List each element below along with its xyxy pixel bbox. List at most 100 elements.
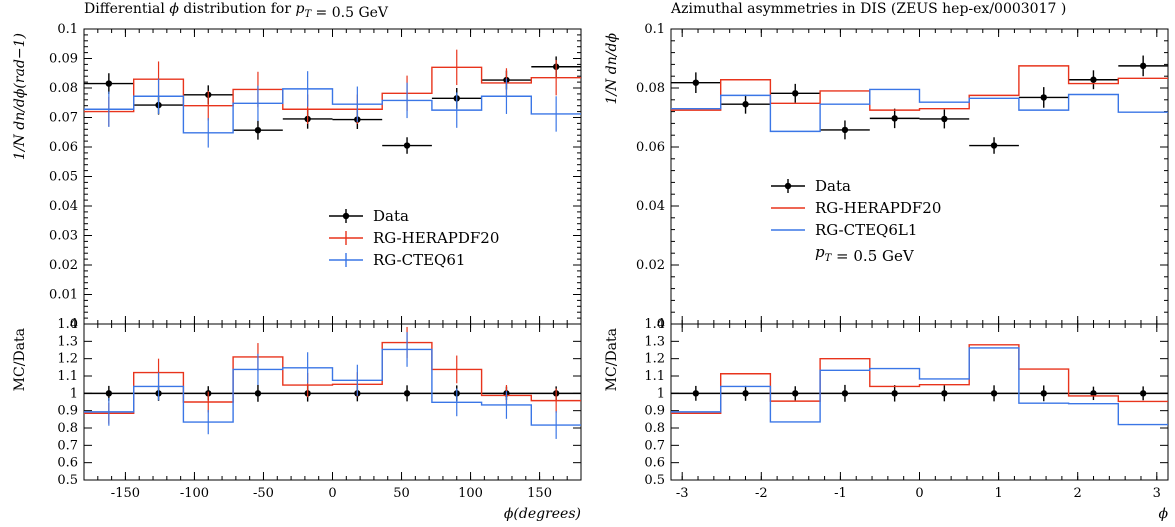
legend-label: Data (815, 177, 851, 195)
chart-title: Azimuthal asymmetries in DIS (ZEUS hep-e… (670, 1, 1066, 17)
ratio-y-tick-label: 0.5 (644, 473, 665, 488)
y-tick-label: 0.06 (49, 140, 78, 155)
y-tick-label: 0.08 (636, 81, 665, 96)
data-point (869, 108, 920, 129)
chart-panel-1: Differential ϕ distribution for pT = 0.5… (12, 1, 582, 522)
legend-label: Data (373, 207, 409, 225)
data-point (382, 137, 432, 154)
y-tick-label: 0.02 (49, 258, 78, 273)
y-tick-label: 0.03 (49, 229, 78, 244)
ratio-data-marker (841, 390, 849, 397)
data-point (919, 109, 970, 129)
legend-item: RG-CTEQ6L1 (771, 221, 917, 239)
x-tick-label: 100 (458, 486, 483, 501)
ratio-y-tick-label: 0.9 (644, 404, 665, 419)
legend-note: pT = 0.5 GeV (815, 243, 915, 265)
y-axis-label-group: 1/N dn/dϕ (604, 33, 620, 105)
data-point (671, 72, 721, 94)
ratio-y-tick-label: 0.9 (57, 404, 78, 419)
ratio-y-tick-label: 1.2 (57, 352, 78, 367)
chart-panel-2: Azimuthal asymmetries in DIS (ZEUS hep-e… (604, 1, 1169, 522)
ratio-data-marker (692, 390, 700, 397)
x-axis-label: ϕ(degrees) (504, 506, 581, 522)
data-point (770, 83, 821, 103)
series-rg-cteq61 (84, 71, 581, 439)
ratio-axis-label: MC/Data (604, 328, 620, 391)
data-point (1068, 70, 1119, 90)
y-tick-label: 0.1 (57, 22, 78, 37)
data-point (84, 73, 134, 94)
x-tick-label: 50 (393, 486, 410, 501)
ratio-y-tick-label: 0.8 (644, 421, 665, 436)
legend-item: RG-HERAPDF20 (329, 229, 499, 247)
data-marker (941, 115, 948, 123)
ratio-data-marker (403, 390, 411, 397)
ratio-data-point (403, 385, 411, 402)
ratio-data-marker (941, 390, 948, 397)
ratio-y-tick-label: 1.1 (644, 369, 665, 384)
y-axis-label: 1/N dn/dϕ(rad−1) (12, 33, 28, 160)
data-marker (891, 115, 898, 122)
ratio-step-line (671, 344, 1168, 414)
ratio-step-line (84, 348, 581, 426)
data-point (233, 120, 283, 140)
step-line (84, 88, 581, 134)
ratio-data-marker (254, 390, 262, 397)
ratio-axis-label: MC/Data (12, 328, 28, 391)
data-marker (1040, 94, 1047, 101)
ratio-y-tick-label: 0.7 (57, 438, 78, 453)
y-tick-label: 0 (70, 317, 78, 332)
series-data (84, 56, 581, 402)
data-point (1118, 55, 1168, 77)
legend-item: RG-HERAPDF20 (771, 199, 941, 217)
ratio-data-marker (891, 390, 898, 397)
ratio-y-tick-label: 1.4 (644, 317, 665, 332)
y-tick-label: 0.01 (49, 288, 78, 303)
y-tick-label: 0 (657, 317, 665, 332)
data-point (969, 137, 1019, 154)
x-tick-label: 150 (527, 486, 552, 501)
x-tick-label: 0 (328, 486, 336, 501)
legend: Data RG-HERAPDF20 RG-CTEQ6L1 pT = 0.5 GeV (771, 177, 941, 265)
ratio-y-tick-label: 1.3 (644, 334, 665, 349)
data-marker (105, 80, 113, 87)
ratio-y-tick-label: 1 (70, 386, 78, 401)
ratio-data-point (891, 385, 898, 402)
ratio-data-point (941, 385, 948, 402)
step-line (84, 66, 581, 113)
step-line (671, 88, 1168, 133)
data-marker (1139, 62, 1147, 70)
ratio-y-tick-label: 0.6 (644, 456, 665, 471)
legend-label: RG-CTEQ6L1 (815, 221, 917, 239)
y-axis-label-group: 1/N dn/dϕ(rad−1) (12, 33, 28, 160)
legend-label: RG-HERAPDF20 (373, 229, 499, 247)
x-tick-label: -100 (180, 486, 209, 501)
ratio-data-point (1139, 386, 1147, 401)
ratio-y-tick-label: 0.7 (644, 438, 665, 453)
x-tick-label: 2 (1074, 486, 1082, 501)
data-marker (792, 90, 799, 97)
chart-title: Differential ϕ distribution for pT = 0.5… (84, 1, 389, 21)
data-marker (990, 142, 998, 149)
y-tick-label: 0.04 (49, 199, 78, 214)
ratio-y-tick-label: 0.8 (57, 421, 78, 436)
legend-item: Data (329, 207, 409, 225)
ratio-step-line (84, 341, 581, 414)
ratio-data-marker (105, 390, 113, 397)
x-tick-label: -2 (755, 486, 768, 501)
ratio-data-marker (1040, 390, 1047, 397)
y-tick-label: 0.05 (49, 170, 78, 185)
data-point (1018, 87, 1069, 108)
ratio-y-tick-label: 1.4 (57, 317, 78, 332)
y-tick-label: 0.04 (636, 199, 665, 214)
x-tick-label: 1 (994, 486, 1002, 501)
x-tick-label: 0 (915, 486, 923, 501)
x-tick-label: -3 (676, 486, 689, 501)
series-rg-cteq6l1 (671, 88, 1168, 426)
ratio-data-point (792, 386, 799, 401)
data-marker (1090, 76, 1097, 83)
ratio-data-point (1090, 386, 1097, 401)
ratio-step-line (671, 347, 1168, 426)
ratio-axis-label-group: MC/Data (12, 328, 28, 391)
